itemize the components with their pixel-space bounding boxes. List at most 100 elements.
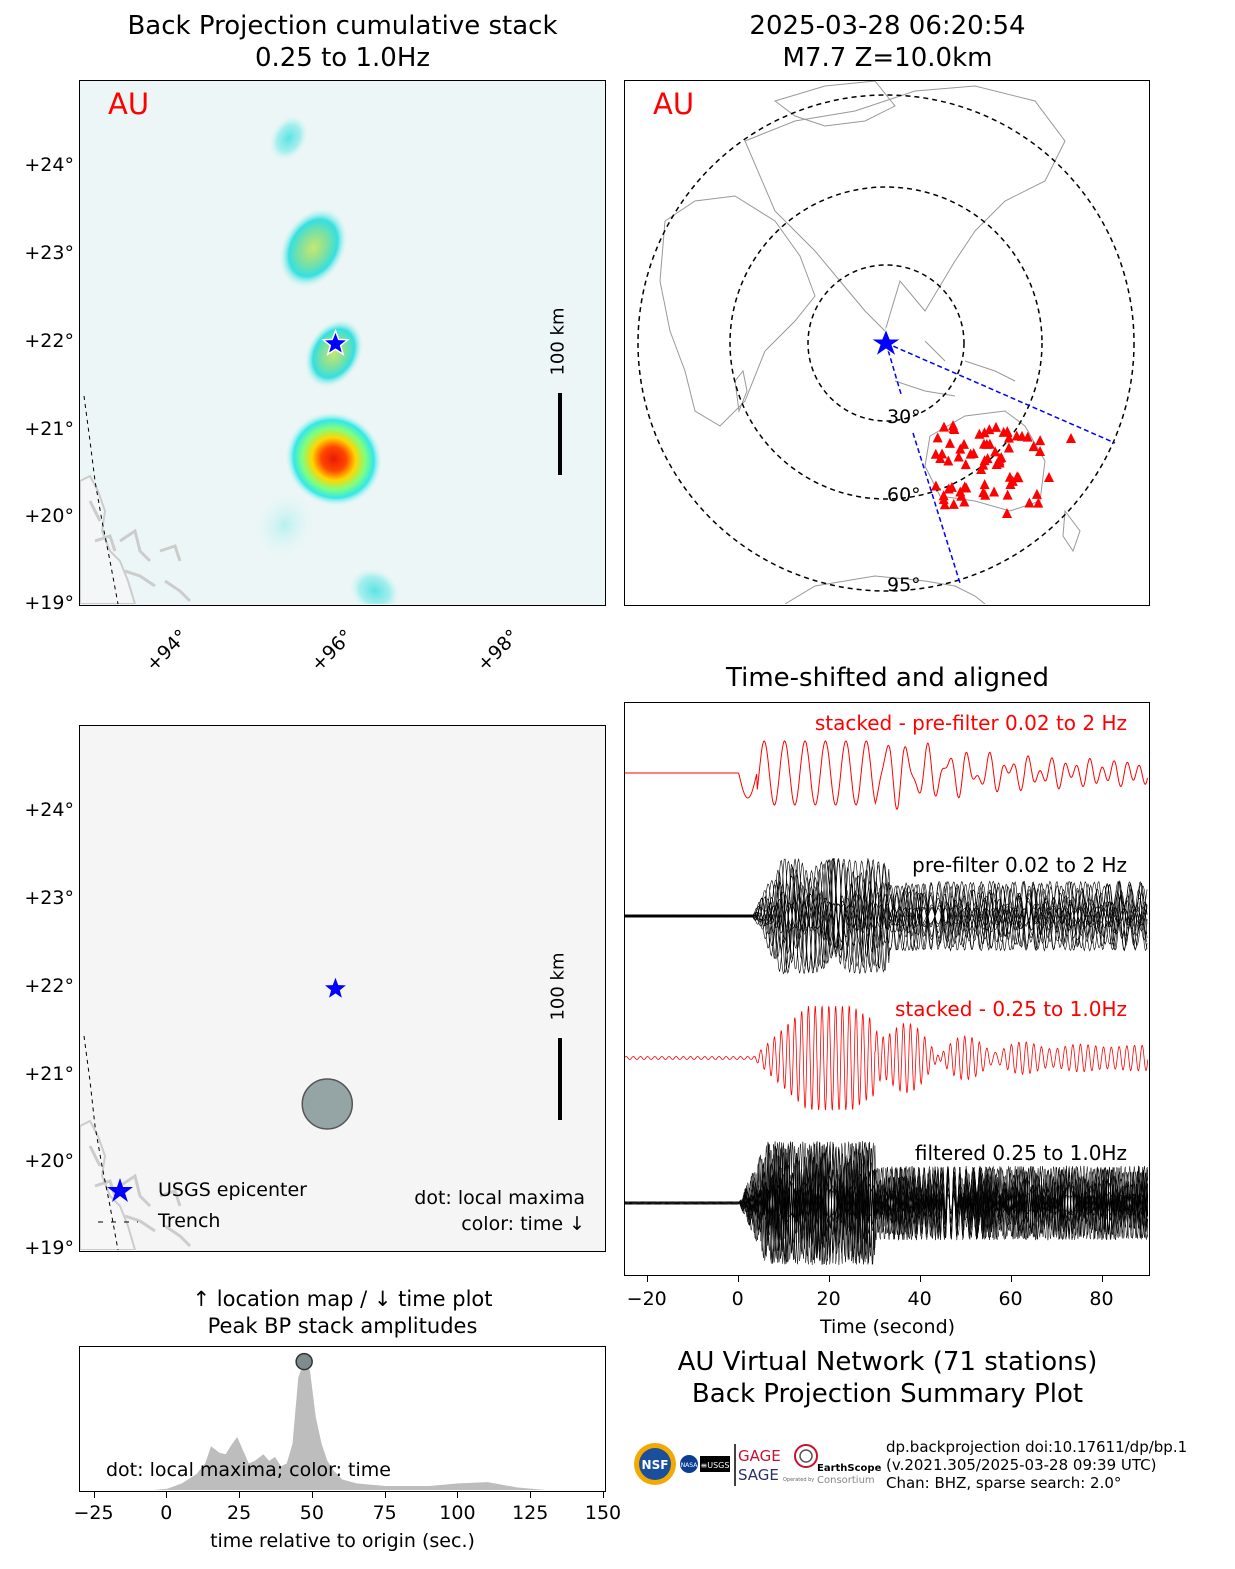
station-marker xyxy=(932,432,943,443)
maxima-note-1: dot: local maxima xyxy=(414,1187,585,1209)
epicenter-star xyxy=(869,327,903,358)
peak-xtick-mark xyxy=(93,1492,95,1498)
beam-line xyxy=(912,432,961,584)
meta-line-3: Chan: BHZ, sparse search: 2.0° xyxy=(886,1474,1122,1492)
trace-prefilter xyxy=(625,862,1148,973)
station-marker xyxy=(959,496,970,507)
bp-heatmap xyxy=(80,114,562,605)
peak-xlabel: time relative to origin (sec.) xyxy=(210,1530,475,1552)
traces-xtick-mark xyxy=(737,1276,739,1282)
peak-xtick-label: 50 xyxy=(299,1502,324,1524)
maxima-map xyxy=(80,977,562,1251)
traces-title: Time-shifted and aligned xyxy=(726,663,1049,693)
station-marker xyxy=(1003,442,1014,453)
maxima-map-panel: 100 km USGS epicenter Trench dot: local … xyxy=(79,725,606,1252)
station-marker xyxy=(1035,445,1046,456)
globe-panel: 30° 60° 95° AU xyxy=(624,80,1150,606)
bp-lon-tick: +94° xyxy=(141,625,193,676)
station-marker xyxy=(994,457,1005,468)
traces-xtick-mark xyxy=(919,1276,921,1282)
station-marker xyxy=(943,483,954,494)
meta-line-2: (v.2021.305/2025-03-28 09:39 UTC) xyxy=(886,1456,1157,1474)
legend-star-icon xyxy=(107,1178,133,1202)
gage-logo: GAGE xyxy=(738,1447,781,1465)
nasa-logo: NASA xyxy=(680,1455,698,1473)
peak-xtick-mark xyxy=(603,1492,604,1498)
station-marker xyxy=(990,446,1001,457)
svg-text:NSF: NSF xyxy=(642,1458,669,1472)
epicenter-star xyxy=(325,977,346,998)
peak-xtick-label: −25 xyxy=(73,1502,114,1524)
station-marker xyxy=(960,459,971,470)
station-marker xyxy=(989,486,1000,497)
maxima-scale-label: 100 km xyxy=(547,952,569,1021)
svg-text:EarthScope: EarthScope xyxy=(817,1463,882,1474)
station-marker xyxy=(953,451,964,462)
station-marker xyxy=(955,443,966,454)
trace-band xyxy=(625,1141,1149,1265)
traces-xtick-label: 0 xyxy=(731,1288,744,1310)
station-marker xyxy=(938,494,949,505)
station-marker xyxy=(937,448,948,459)
peak-xtick-mark xyxy=(384,1492,386,1498)
trace-prefilter xyxy=(625,858,1148,973)
bp-lat-tick: +24° xyxy=(24,154,74,176)
globe-network-label: AU xyxy=(653,87,695,121)
station-marker xyxy=(943,455,954,466)
ring-label-95: 95° xyxy=(887,574,921,596)
svg-text:≡USGS: ≡USGS xyxy=(701,1461,730,1470)
antarctica-outline xyxy=(784,575,986,605)
nz-outline xyxy=(1062,509,1081,553)
madagascar-outline xyxy=(734,369,748,413)
station-marker xyxy=(1035,435,1046,446)
asia-outline xyxy=(744,85,1066,332)
peak-xtick-label: 0 xyxy=(160,1502,173,1524)
bp-scale-label: 100 km xyxy=(547,307,569,376)
maxima-lat-tick: +21° xyxy=(24,1063,74,1085)
maxima-lat-tick: +22° xyxy=(24,975,74,997)
bp-lat-tick: +22° xyxy=(24,330,74,352)
station-marker xyxy=(1024,497,1035,508)
peak-amplitude-area xyxy=(152,1361,546,1490)
station-marker xyxy=(1031,488,1042,499)
station-marker xyxy=(980,489,991,500)
station-marker xyxy=(944,437,955,448)
ring-label-60: 60° xyxy=(887,484,921,506)
station-marker xyxy=(1003,432,1014,443)
peak-panel: dot: local maxima; color: time xyxy=(79,1346,606,1492)
peak-plot xyxy=(152,1352,546,1490)
traces-xtick-mark xyxy=(1010,1276,1012,1282)
station-marker xyxy=(1044,472,1054,482)
station-marker xyxy=(1012,471,1023,482)
station-marker xyxy=(998,426,1009,437)
distance-ring-30 xyxy=(807,264,965,422)
maxima-lat-tick: +19° xyxy=(24,1237,74,1259)
meta-line-1: dp.backprojection doi:10.17611/dp/bp.1 xyxy=(886,1438,1188,1456)
peak-xtick-mark xyxy=(530,1492,532,1498)
bp-lat-tick: +19° xyxy=(24,592,74,614)
traces-xtick-mark xyxy=(646,1276,648,1282)
traces-xtick-label: 60 xyxy=(998,1288,1023,1310)
peak-xtick-label: 125 xyxy=(512,1502,549,1524)
earthscope-logo: Operated by EarthScope Consortium xyxy=(783,1444,882,1486)
coastline xyxy=(80,1119,137,1251)
distance-ring-60 xyxy=(729,186,1043,500)
station-marker xyxy=(1002,489,1013,500)
coastline xyxy=(80,474,137,605)
station-marker xyxy=(979,479,990,490)
globe-title: 2025-03-28 06:20:54 M7.7 Z=10.0km xyxy=(749,11,1026,73)
maxima-note-2: color: time ↓ xyxy=(461,1213,585,1235)
station-marker xyxy=(984,424,995,435)
peak-xtick-mark xyxy=(166,1492,168,1498)
traces-xtick-label: 80 xyxy=(1089,1288,1114,1310)
svg-text:Consortium: Consortium xyxy=(817,1475,875,1486)
heatmap-blob xyxy=(268,114,309,162)
traces-plot xyxy=(625,740,1149,1266)
traces-xtick-mark xyxy=(828,1276,830,1282)
ring-label-30: 30° xyxy=(887,406,921,428)
station-marker xyxy=(948,420,959,431)
bp-map-panel: AU 100 km xyxy=(79,80,606,606)
peak-xtick-mark xyxy=(311,1492,313,1498)
peak-maximum-dot xyxy=(295,1352,313,1371)
beam-line xyxy=(885,342,902,395)
